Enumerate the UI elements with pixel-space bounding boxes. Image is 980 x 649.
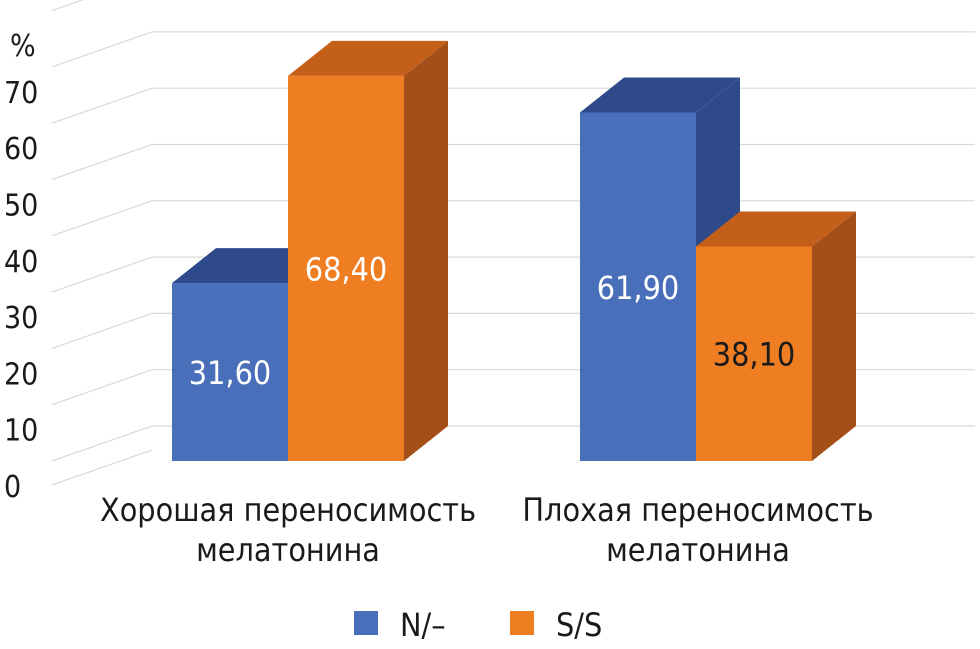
side-gridline: [51, 425, 153, 462]
bar-top: [288, 40, 448, 76]
bar-top: [580, 77, 740, 113]
y-tick-label: 10: [4, 414, 38, 449]
side-gridline: [51, 369, 153, 406]
y-tick-label: 20: [4, 357, 38, 392]
bar: [172, 283, 288, 461]
floor-line: [51, 449, 153, 486]
legend-label: S/S: [556, 606, 602, 644]
y-tick-label: 60: [4, 132, 38, 167]
bar: [288, 75, 404, 462]
legend-swatch: [510, 611, 534, 635]
bars: [172, 40, 856, 462]
side-gridline: [51, 31, 153, 68]
side-gridline: [51, 143, 153, 181]
side-gridline: [51, 312, 153, 349]
bar-top: [696, 211, 856, 247]
legend-label: N/–: [400, 606, 446, 644]
side-gridline: [51, 200, 153, 237]
bar-side: [404, 40, 448, 462]
y-tick-label: 40: [4, 245, 38, 280]
y-tick-label: 70: [4, 76, 38, 111]
legend-swatch: [354, 611, 378, 635]
category-label: мелатонина: [196, 531, 380, 569]
side-gridline: [51, 256, 153, 293]
data-label: 31,60: [189, 354, 271, 392]
data-label: 38,10: [713, 336, 795, 374]
labels: 0 10 20 30 40 50 60 70% 31,60 68,40 61,90 38,10 Хоро…: [4, 29, 874, 569]
side-gridline: [51, 0, 85, 12]
category-label: Хорошая переносимость: [100, 491, 476, 529]
bar: [696, 246, 812, 461]
side-gridline: [51, 87, 153, 124]
y-unit-label: %: [10, 29, 36, 64]
category-label: мелатонина: [606, 531, 790, 569]
y-tick-label: 30: [4, 301, 38, 336]
bar-side: [812, 211, 856, 461]
bar: [580, 112, 696, 462]
legend: N/– S/S: [354, 606, 602, 644]
category-label: Плохая переносимость: [522, 491, 873, 529]
data-label: 68,40: [305, 250, 387, 288]
data-label: 61,90: [597, 269, 679, 307]
y-tick-label: 0: [4, 470, 21, 505]
y-tick-label: 50: [4, 189, 38, 224]
